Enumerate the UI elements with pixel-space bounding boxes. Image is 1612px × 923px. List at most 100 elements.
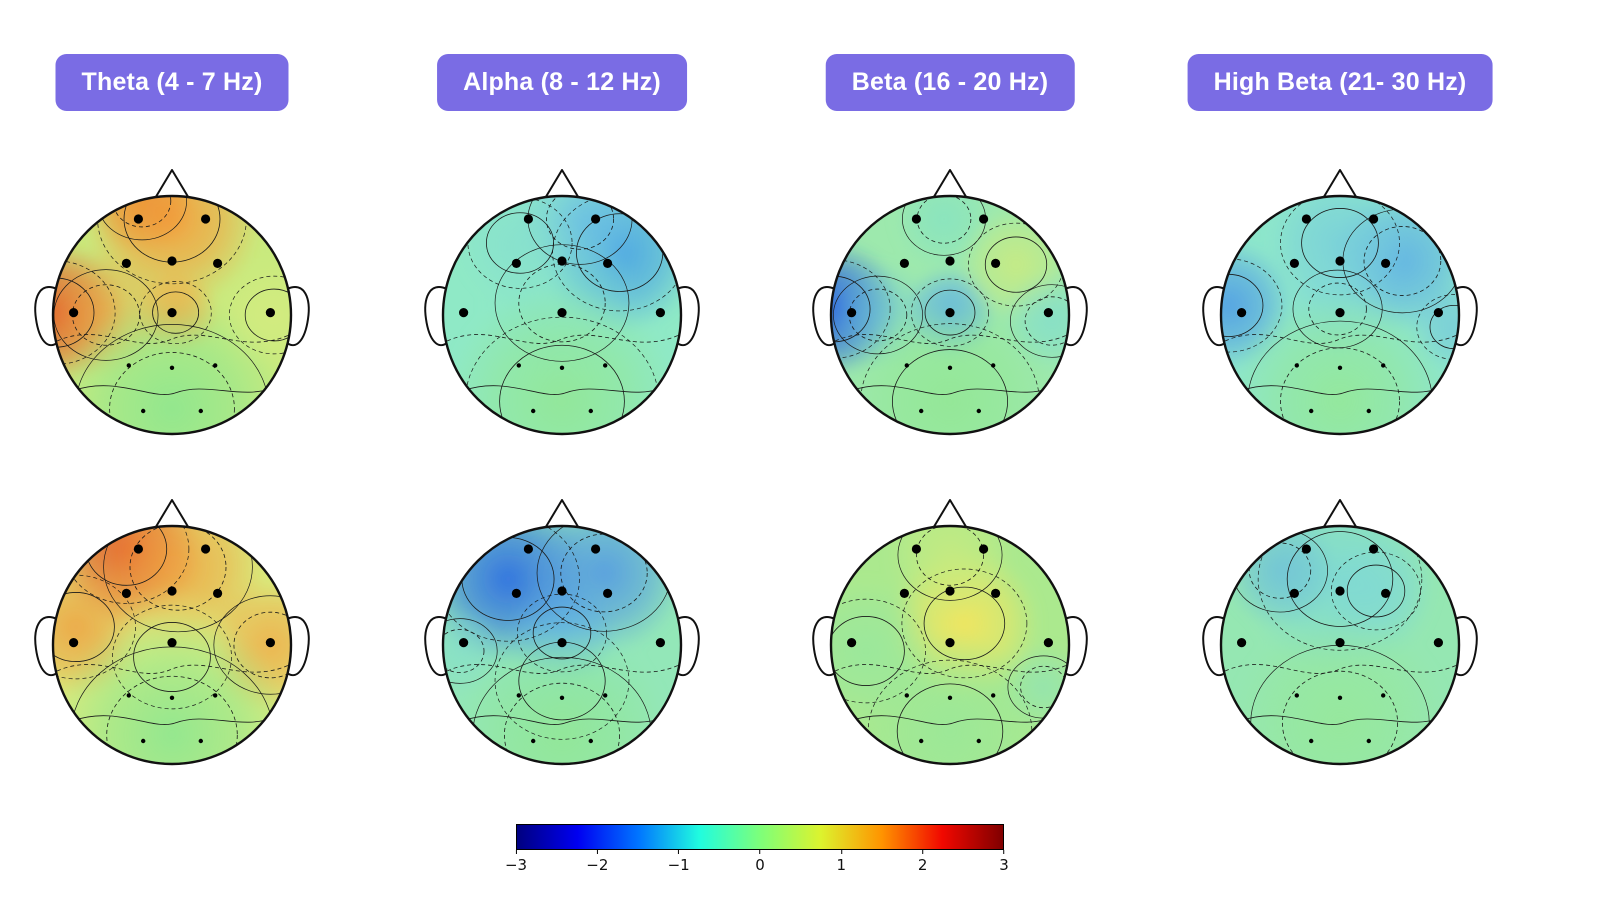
band-label-theta: Theta (4 - 7 Hz) xyxy=(55,54,289,111)
electrode-dot xyxy=(201,544,211,554)
electrode-dot xyxy=(1366,738,1371,744)
electrode-dot xyxy=(201,214,211,224)
head-outline xyxy=(829,194,1071,436)
electrode-dot xyxy=(559,365,565,370)
electrode-dot xyxy=(1043,308,1053,318)
left-ear-outline xyxy=(1202,286,1227,347)
topomap-svg xyxy=(424,169,700,436)
electrode-dot xyxy=(265,308,275,318)
nose-outline xyxy=(1321,169,1359,201)
electrode-dot xyxy=(655,308,665,318)
electrode-dot xyxy=(516,693,521,698)
electrode-dot xyxy=(1369,214,1379,224)
electrode-dot xyxy=(904,363,909,368)
colorbar-gradient xyxy=(516,824,1004,850)
topomap-svg xyxy=(424,499,700,766)
electrode-dot xyxy=(511,588,521,598)
electrode-dot xyxy=(904,693,909,698)
electrode-dot xyxy=(603,588,613,598)
nose-outline xyxy=(153,169,191,201)
electrode-dot xyxy=(265,638,275,648)
topomap-svg xyxy=(34,499,310,766)
electrode-dot xyxy=(511,258,521,268)
electrode-dot xyxy=(126,693,131,698)
electrode-dot xyxy=(979,214,989,224)
electrode-dot xyxy=(167,586,177,596)
band-label-high-beta: High Beta (21- 30 Hz) xyxy=(1187,54,1493,111)
electrode-dot xyxy=(945,256,955,266)
nose-outline xyxy=(543,169,581,201)
electrode-dot xyxy=(1294,363,1299,368)
electrode-dot xyxy=(899,588,909,598)
colorbar-tick-mark xyxy=(596,850,598,854)
nose-outline xyxy=(543,499,581,531)
electrode-dot xyxy=(557,308,567,318)
electrode-dot xyxy=(141,738,146,744)
electrode-dot xyxy=(911,544,921,554)
topomap-svg xyxy=(812,169,1088,436)
electrode-dot xyxy=(991,693,996,698)
head-outline xyxy=(1219,524,1461,766)
electrode-dot xyxy=(523,214,533,224)
right-ear-outline xyxy=(675,286,700,347)
nose-outline xyxy=(931,499,969,531)
nose-outline xyxy=(1321,499,1359,531)
electrode-dot xyxy=(1237,638,1247,648)
head-outline xyxy=(441,194,683,436)
electrode-dot xyxy=(523,544,533,554)
colorbar-tick-mark xyxy=(515,850,517,854)
colorbar-tick-label: −2 xyxy=(586,856,609,874)
electrode-dot xyxy=(1433,308,1443,318)
left-ear-outline xyxy=(34,616,59,677)
topomap-highbeta-row1 xyxy=(1185,143,1495,443)
colorbar-tick: −3 xyxy=(505,850,527,874)
electrode-dot xyxy=(1337,365,1343,370)
electrode-dot xyxy=(603,258,613,268)
electrode-dot xyxy=(1433,638,1443,648)
electrode-dot xyxy=(947,365,953,370)
right-ear-outline xyxy=(285,286,310,347)
electrode-dot xyxy=(133,544,143,554)
electrode-dot xyxy=(557,638,567,648)
electrode-dot xyxy=(1289,258,1299,268)
electrode-dot xyxy=(167,638,177,648)
electrode-dot xyxy=(1289,588,1299,598)
topomap-alpha-row2 xyxy=(407,473,717,773)
electrode-dot xyxy=(1301,544,1311,554)
right-ear-outline xyxy=(1453,616,1478,677)
electrode-dot xyxy=(169,695,175,700)
right-ear-outline xyxy=(1063,286,1088,347)
electrode-dot xyxy=(847,308,857,318)
colorbar-tick-label: 0 xyxy=(755,856,765,874)
electrode-dot xyxy=(945,638,955,648)
electrode-dot xyxy=(1381,693,1386,698)
electrode-dot xyxy=(976,408,981,414)
electrode-dot xyxy=(169,365,175,370)
electrode-dot xyxy=(991,258,1001,268)
topomap-svg xyxy=(1202,169,1478,436)
nose-outline xyxy=(153,499,191,531)
colorbar-tick-mark xyxy=(759,850,761,854)
electrode-dot xyxy=(213,588,223,598)
left-ear-outline xyxy=(1202,616,1227,677)
colorbar-tick: 0 xyxy=(755,850,765,874)
colorbar-tick: −2 xyxy=(586,850,608,874)
electrode-dot xyxy=(919,408,924,414)
head-outline xyxy=(829,524,1071,766)
electrode-dot xyxy=(991,363,996,368)
electrode-dot xyxy=(1335,638,1345,648)
colorbar-tick-mark xyxy=(840,850,842,854)
electrode-dot xyxy=(1309,738,1314,744)
nose-outline xyxy=(931,169,969,201)
topomap-alpha-row1 xyxy=(407,143,717,443)
colorbar-tick: 3 xyxy=(999,850,1009,874)
electrode-dot xyxy=(167,256,177,266)
left-ear-outline xyxy=(424,286,449,347)
electrode-dot xyxy=(557,586,567,596)
electrode-dot xyxy=(911,214,921,224)
electrode-dot xyxy=(1337,695,1343,700)
colorbar-tick-label: −1 xyxy=(667,856,690,874)
electrode-dot xyxy=(198,738,203,744)
electrode-dot xyxy=(919,738,924,744)
